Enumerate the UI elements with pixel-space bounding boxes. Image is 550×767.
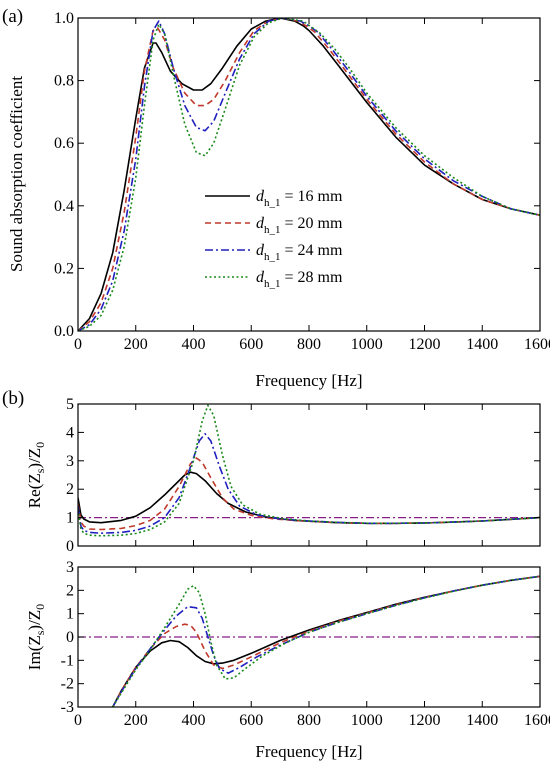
absorption-axis-ticks: 0.0 0.2 0.4 0.6 0.8 1.0 0 200 400 600 800 1000 1200 1… <box>54 10 550 353</box>
series-line-3 <box>78 432 540 535</box>
y-tick-label: 0 <box>66 538 74 555</box>
y-tick-label: 1 <box>66 606 74 623</box>
panel-label-a: (a) <box>2 6 23 27</box>
y-tick-label: 3 <box>66 453 74 470</box>
x-tick-label: 1600 <box>524 336 550 353</box>
series-line-2 <box>78 457 540 531</box>
series-line-1 <box>78 471 540 525</box>
absorption-legend: dh_1 = 16 mm dh_1 = 20 mm dh_1 = 24 mm dh_1… <box>205 188 343 290</box>
imaginary-impedance-series-group <box>78 575 540 707</box>
y-tick-label: 0.0 <box>54 323 74 340</box>
x-tick-label: 1000 <box>351 336 383 353</box>
x-tick-label: 600 <box>239 712 263 729</box>
x-tick-label: 800 <box>297 336 321 353</box>
real-impedance-y-axis-label: Re(Zs)/Z0 <box>25 442 47 508</box>
x-tick-label: 200 <box>124 712 148 729</box>
y-tick-label: 5 <box>66 396 74 413</box>
y-tick-label: 1 <box>66 510 74 527</box>
series-line-4 <box>112 575 540 707</box>
x-tick-label: 400 <box>182 712 206 729</box>
y-tick-label: 2 <box>66 481 74 498</box>
y-tick-label: 0.2 <box>54 260 74 277</box>
absorption-x-axis-label: Frequency [Hz] <box>255 371 362 390</box>
imaginary-impedance-y-axis-label: Im(Zs)/Z0 <box>25 604 47 670</box>
y-tick-label: -3 <box>61 699 74 716</box>
y-tick-label: -2 <box>61 676 74 693</box>
absorption-series-group <box>78 18 540 331</box>
imaginary-impedance-plot-frame <box>77 566 541 708</box>
real-impedance-axis-ticks: 0 1 2 3 4 5 <box>66 396 541 555</box>
legend-entry-label: dh_1 = 28 mm <box>256 269 343 290</box>
series-line-1 <box>78 18 540 331</box>
x-tick-label: 600 <box>239 336 263 353</box>
y-tick-label: -1 <box>61 652 74 669</box>
series-line-3 <box>78 18 540 331</box>
absorption-y-axis-label: Sound absorption coefficient <box>7 76 26 272</box>
y-tick-label: 0.8 <box>54 73 74 90</box>
x-tick-label: 0 <box>74 336 82 353</box>
x-tick-label: 0 <box>74 712 82 729</box>
legend-entry-label: dh_1 = 24 mm <box>256 242 343 263</box>
y-tick-label: 2 <box>66 582 74 599</box>
x-tick-label: 800 <box>297 712 321 729</box>
y-tick-label: 0.4 <box>54 198 74 215</box>
panel-label-b: (b) <box>2 388 24 409</box>
x-tick-label: 1200 <box>409 712 441 729</box>
y-tick-label: 4 <box>66 424 74 441</box>
real-impedance-chart: 0 1 2 3 4 5 Re(Zs)/Z0 <box>25 396 541 555</box>
x-tick-label: 1400 <box>466 712 498 729</box>
y-tick-label: 0 <box>66 629 74 646</box>
x-tick-label: 1600 <box>524 712 550 729</box>
imaginary-impedance-x-axis-label: Frequency [Hz] <box>255 742 362 761</box>
x-tick-label: 1200 <box>409 336 441 353</box>
real-impedance-plot-frame <box>77 403 541 547</box>
x-tick-label: 1400 <box>466 336 498 353</box>
y-tick-label: 3 <box>66 559 74 576</box>
y-tick-label: 1.0 <box>54 10 74 27</box>
absorption-chart: 0.0 0.2 0.4 0.6 0.8 1.0 0 200 400 600 800 1000 1200 1… <box>7 10 550 390</box>
x-tick-label: 200 <box>124 336 148 353</box>
legend-entry-label: dh_1 = 20 mm <box>256 215 343 236</box>
series-line-2 <box>78 18 540 331</box>
series-line-4 <box>78 404 540 537</box>
x-tick-label: 1000 <box>351 712 383 729</box>
absorption-plot-frame <box>77 17 541 332</box>
series-line-4 <box>78 18 540 331</box>
real-impedance-series-group <box>78 404 540 537</box>
y-tick-label: 0.6 <box>54 135 74 152</box>
legend-entry-label: dh_1 = 16 mm <box>256 188 343 209</box>
imaginary-impedance-chart: -3-2-1012302004006008001000120014001600 … <box>25 559 550 761</box>
imaginary-impedance-axis-ticks: -3 -2 -1 0 1 2 3 0 200 400 600 800 1000 1200 1400 1600 <box>61 559 550 729</box>
x-tick-label: 400 <box>182 336 206 353</box>
